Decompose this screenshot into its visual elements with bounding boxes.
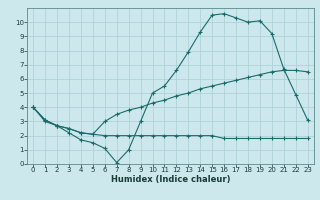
- X-axis label: Humidex (Indice chaleur): Humidex (Indice chaleur): [111, 175, 230, 184]
